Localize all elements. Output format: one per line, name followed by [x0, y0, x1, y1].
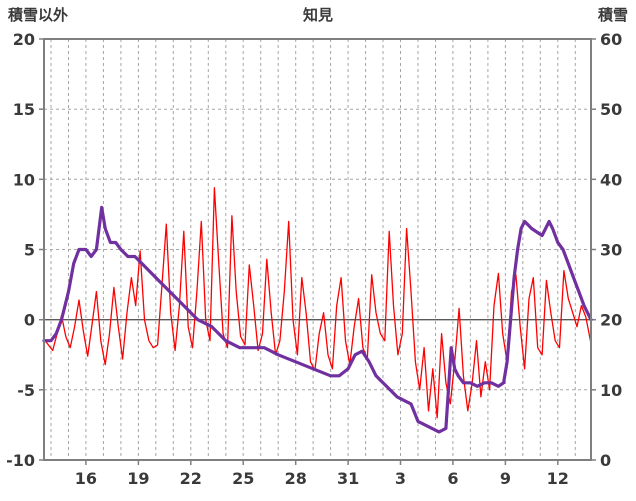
tick-labels: 16 19 22 25 28 31 3 6 9 1220151050-5-106050403020…	[6, 30, 622, 488]
svg-text:-5: -5	[17, 381, 35, 400]
temperature-line	[43, 187, 592, 419]
svg-text:-10: -10	[6, 451, 35, 470]
svg-text:31: 31	[337, 469, 359, 488]
svg-text:30: 30	[600, 241, 622, 260]
svg-text:40: 40	[600, 170, 622, 189]
svg-text:20: 20	[13, 30, 35, 49]
svg-text:0: 0	[24, 311, 35, 330]
svg-text:60: 60	[600, 30, 622, 49]
svg-text:28: 28	[285, 469, 307, 488]
chart-title: 知見	[302, 6, 333, 24]
right-axis-title: 積雪	[597, 6, 628, 24]
plot-border	[43, 38, 592, 461]
svg-text:19: 19	[127, 469, 149, 488]
svg-text:5: 5	[24, 241, 35, 260]
svg-text:6: 6	[447, 469, 458, 488]
svg-text:25: 25	[232, 469, 254, 488]
svg-text:9: 9	[500, 469, 511, 488]
gridlines	[44, 39, 591, 460]
svg-text:3: 3	[395, 469, 406, 488]
svg-text:50: 50	[600, 100, 622, 119]
svg-text:16: 16	[75, 469, 97, 488]
svg-text:0: 0	[600, 451, 611, 470]
svg-text:12: 12	[547, 469, 569, 488]
svg-text:22: 22	[180, 469, 202, 488]
svg-text:15: 15	[13, 100, 35, 119]
svg-text:10: 10	[13, 170, 35, 189]
snow-depth-line	[42, 205, 593, 434]
left-axis-title: 積雪以外	[8, 6, 69, 24]
svg-text:10: 10	[600, 381, 622, 400]
svg-text:20: 20	[600, 311, 622, 330]
